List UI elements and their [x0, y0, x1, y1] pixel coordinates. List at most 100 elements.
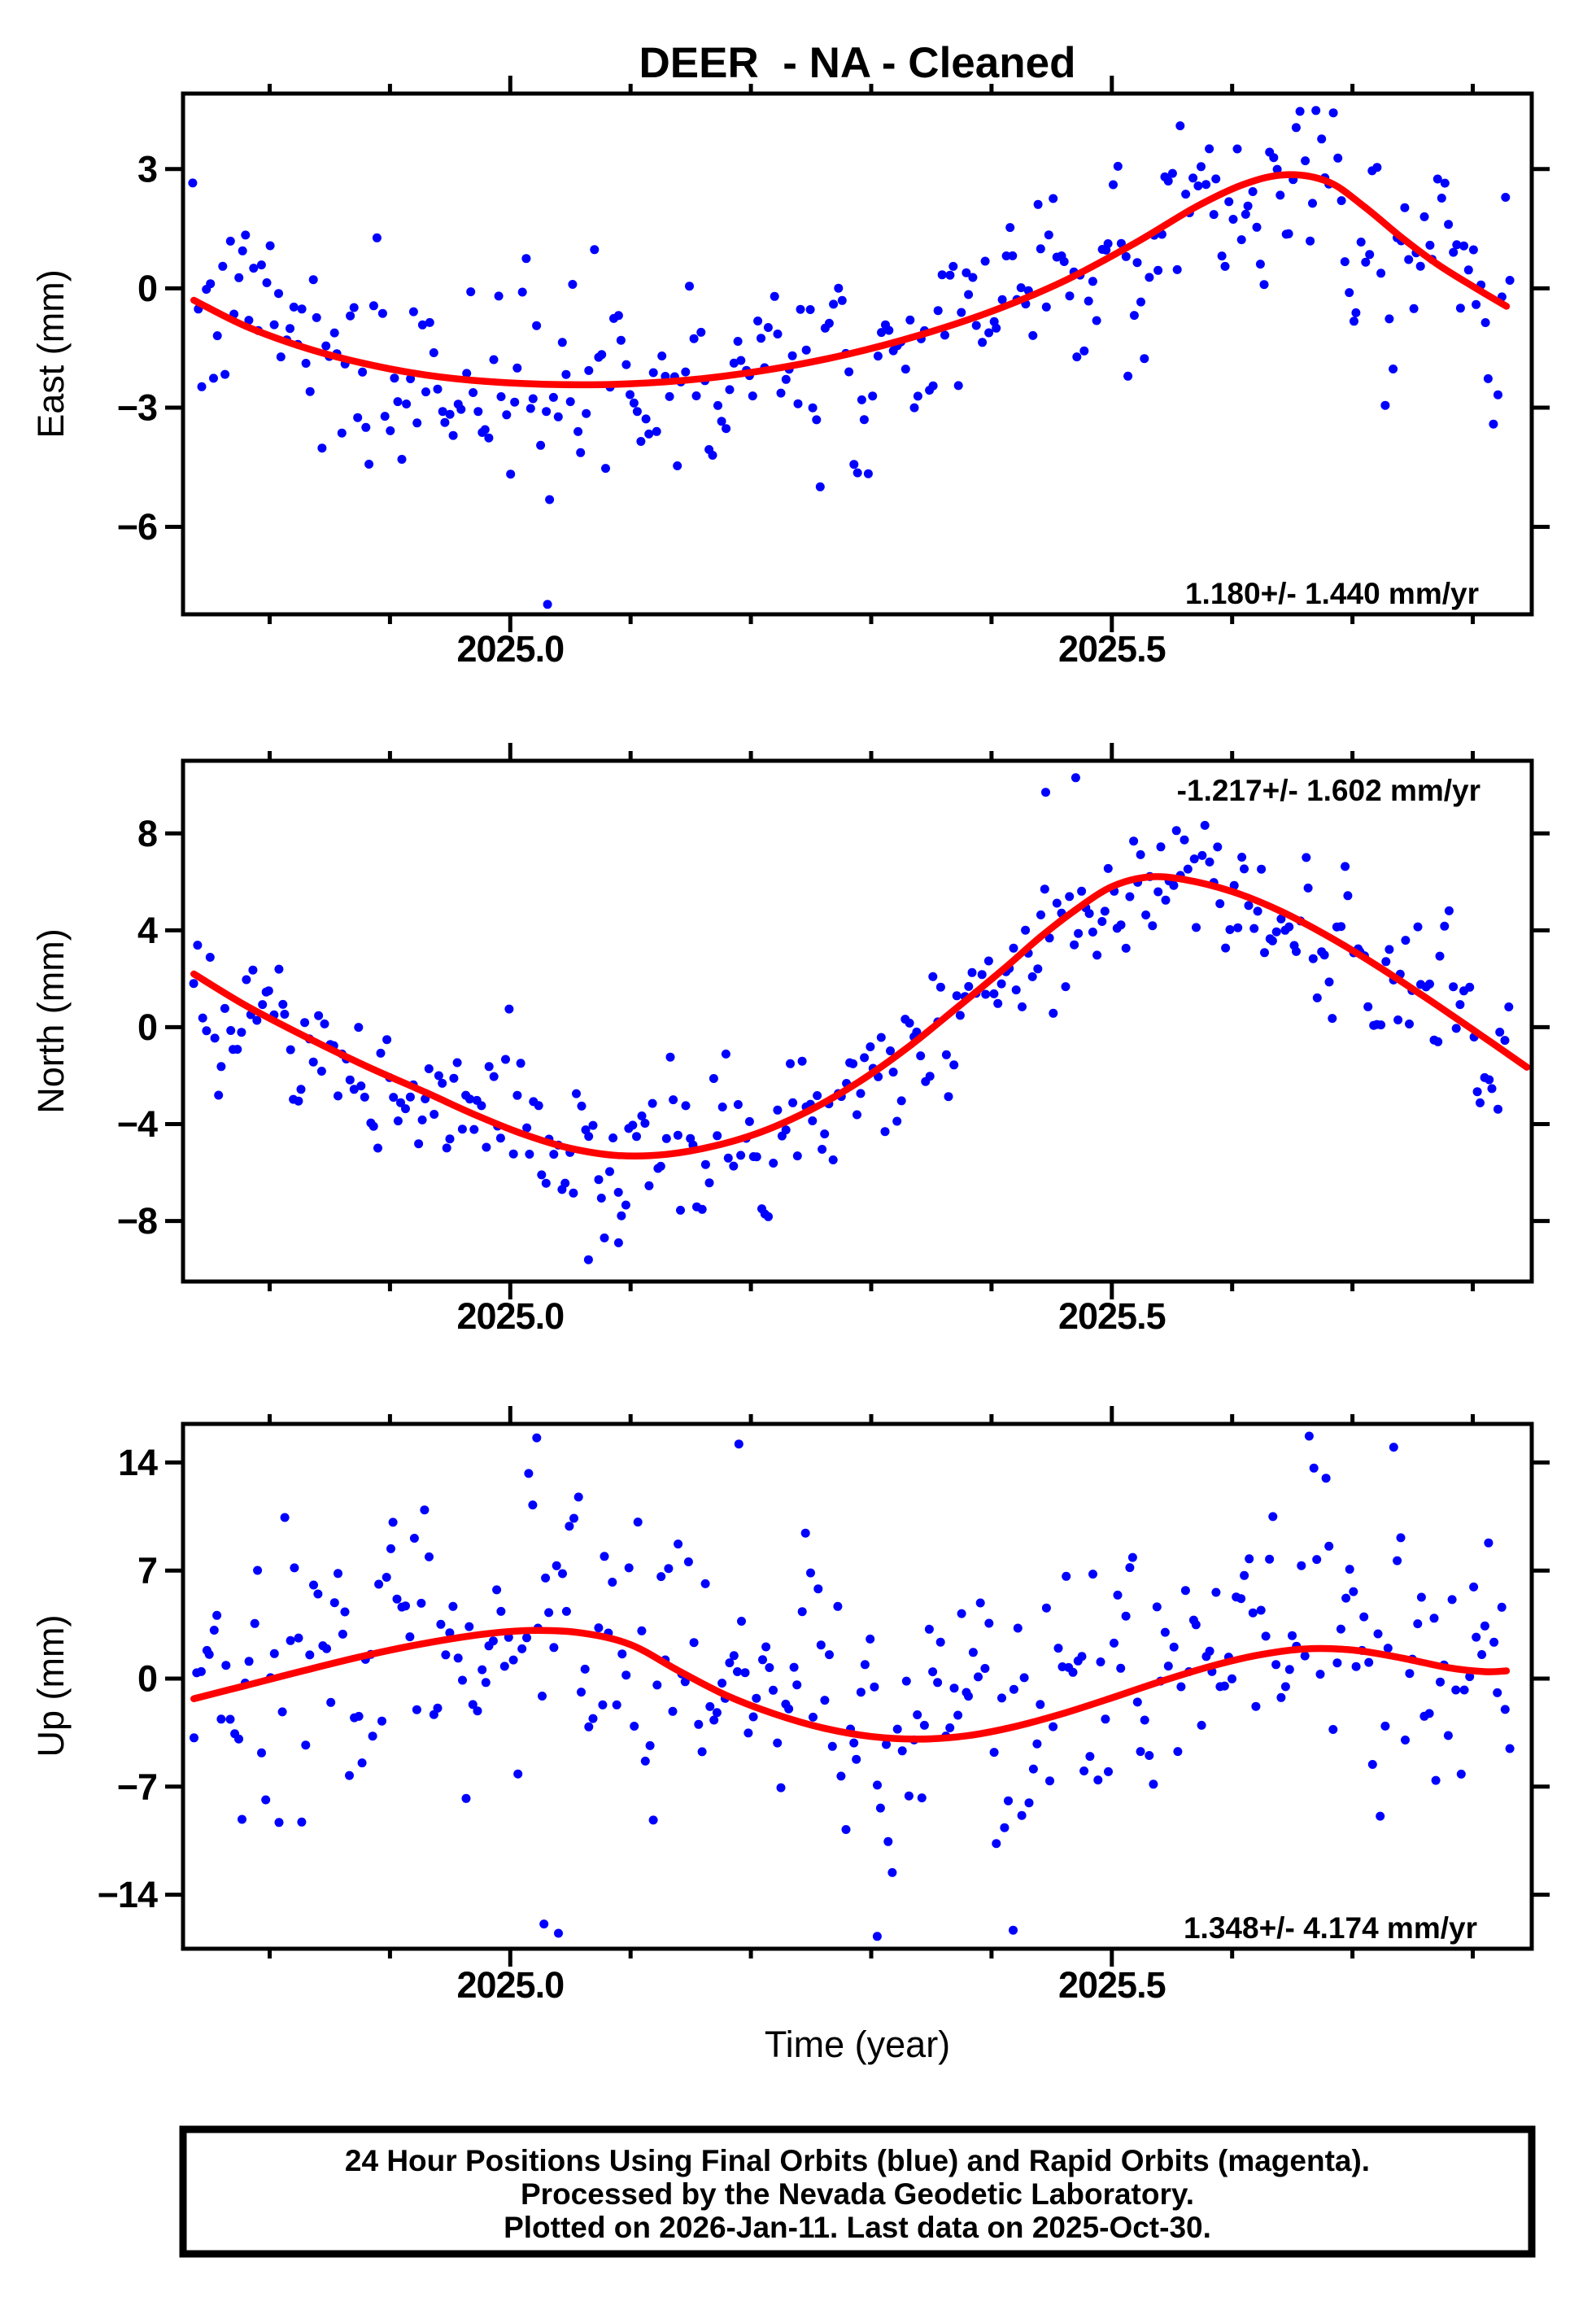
- data-point: [637, 1626, 647, 1635]
- data-point: [334, 1091, 342, 1101]
- data-point: [522, 1123, 532, 1133]
- data-point: [909, 403, 919, 413]
- data-point: [582, 408, 591, 418]
- data-point: [261, 1795, 271, 1805]
- data-point: [468, 1700, 477, 1710]
- y-tick-label: −6: [117, 506, 157, 548]
- data-point: [1152, 1602, 1162, 1612]
- data-point: [1393, 1015, 1403, 1024]
- data-point: [1447, 1595, 1457, 1605]
- outlier-point: [872, 1932, 882, 1941]
- data-point: [1257, 864, 1267, 874]
- data-point: [868, 391, 878, 401]
- data-point: [297, 1817, 307, 1827]
- data-point: [392, 1594, 402, 1604]
- data-point: [544, 1608, 554, 1618]
- outlier-point: [532, 1433, 542, 1443]
- data-point: [949, 1683, 959, 1693]
- data-point: [226, 1026, 236, 1035]
- data-point: [1340, 257, 1350, 267]
- data-point: [274, 289, 283, 299]
- y-tick-label: −14: [98, 1874, 158, 1915]
- data-point: [1356, 238, 1366, 247]
- data-point: [218, 261, 228, 271]
- data-point: [1468, 245, 1478, 255]
- data-point: [401, 1104, 410, 1114]
- data-point: [863, 469, 873, 478]
- data-point: [913, 1710, 922, 1719]
- data-point: [372, 233, 382, 242]
- data-point: [616, 335, 626, 345]
- data-point: [1141, 910, 1151, 919]
- data-point: [225, 1714, 235, 1724]
- data-point: [1435, 951, 1445, 961]
- data-point: [512, 363, 522, 373]
- data-point: [338, 1629, 347, 1639]
- data-point: [1197, 162, 1206, 172]
- data-point: [1079, 346, 1089, 356]
- data-point: [1349, 1587, 1358, 1596]
- data-point: [386, 1544, 395, 1553]
- data-point: [1489, 419, 1498, 429]
- data-point: [608, 1578, 617, 1587]
- data-point: [521, 254, 531, 264]
- data-point: [1097, 917, 1107, 926]
- data-point: [752, 1693, 761, 1703]
- data-point: [964, 981, 974, 991]
- data-point: [1217, 251, 1227, 261]
- data-point: [712, 1708, 722, 1718]
- data-point: [1104, 1766, 1113, 1776]
- data-point: [326, 1697, 336, 1707]
- data-point: [641, 414, 651, 424]
- data-point: [689, 334, 699, 343]
- data-point: [1181, 190, 1191, 199]
- data-point: [1272, 164, 1282, 174]
- data-point: [528, 394, 538, 404]
- data-point: [825, 1650, 834, 1660]
- data-point: [1213, 842, 1223, 852]
- data-point: [252, 1015, 262, 1025]
- data-point: [1173, 1747, 1183, 1757]
- data-point: [941, 1050, 951, 1059]
- data-point: [321, 341, 331, 351]
- data-point: [1256, 1605, 1266, 1615]
- data-point: [1228, 215, 1238, 224]
- data-point: [1321, 1474, 1331, 1483]
- data-point: [1036, 1700, 1045, 1710]
- data-point: [681, 367, 691, 377]
- data-point: [992, 323, 1001, 333]
- data-point: [1008, 251, 1018, 260]
- data-point: [676, 1205, 685, 1215]
- data-point: [445, 1134, 455, 1144]
- y-tick-label: 0: [137, 268, 157, 309]
- data-point: [836, 1771, 846, 1781]
- data-point: [953, 1710, 963, 1720]
- data-point: [568, 280, 578, 289]
- data-point: [729, 1161, 739, 1171]
- data-point: [928, 972, 938, 981]
- data-point: [632, 1132, 641, 1142]
- data-point: [713, 1131, 722, 1141]
- data-point: [717, 1103, 727, 1111]
- data-point: [1160, 1627, 1170, 1637]
- data-point: [748, 391, 757, 401]
- data-point: [242, 975, 251, 985]
- data-point: [484, 433, 494, 443]
- data-point: [665, 391, 674, 401]
- data-point: [880, 1127, 890, 1137]
- data-point: [1191, 1620, 1201, 1630]
- data-point: [349, 1085, 359, 1094]
- data-point: [1205, 1646, 1214, 1656]
- data-point: [1240, 1570, 1249, 1580]
- data-point: [967, 967, 977, 977]
- outlier-point: [583, 1255, 593, 1264]
- data-point: [561, 369, 571, 379]
- data-point: [975, 1598, 985, 1608]
- data-point: [1449, 247, 1459, 257]
- data-point: [1268, 1512, 1278, 1522]
- data-point: [390, 373, 399, 383]
- data-point: [841, 1825, 851, 1834]
- data-point: [1169, 880, 1179, 890]
- data-point: [1295, 107, 1305, 116]
